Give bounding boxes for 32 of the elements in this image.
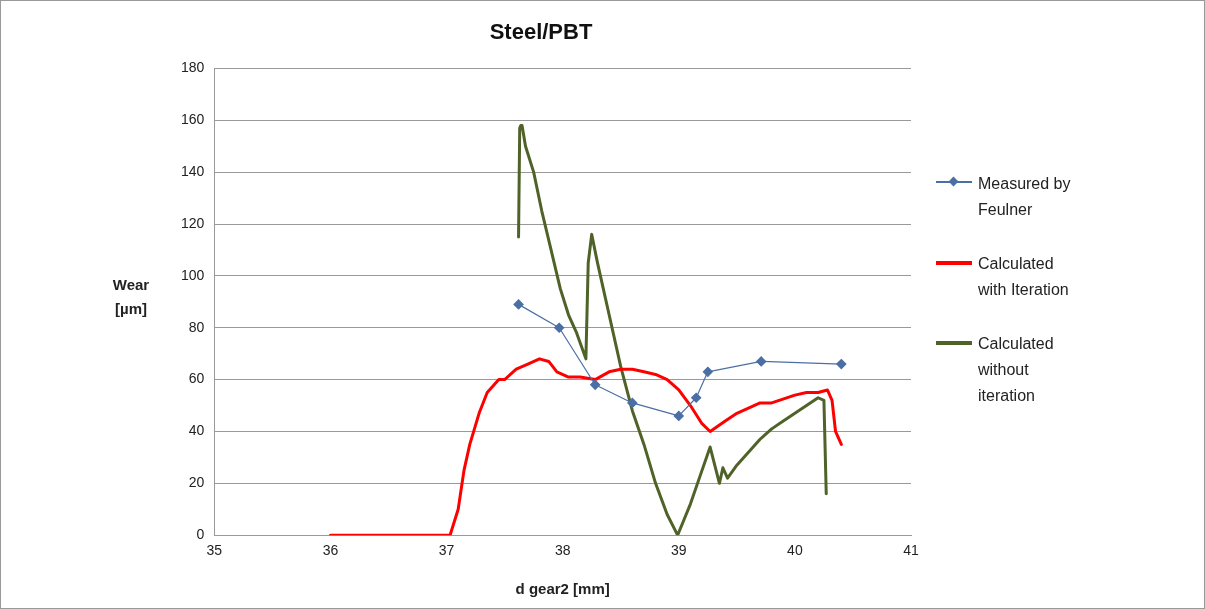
x-tick-label: 40 bbox=[787, 542, 803, 559]
y-tick-label: 20 bbox=[188, 474, 205, 491]
point bbox=[702, 366, 713, 377]
x-tick-label: 39 bbox=[671, 542, 687, 559]
legend-label: Calculated without iteration bbox=[978, 334, 1055, 406]
y-tick-label: 160 bbox=[181, 111, 205, 128]
y-tick-label: 140 bbox=[181, 162, 205, 179]
y-tick-label: 40 bbox=[188, 422, 205, 439]
chart-title: Steel/PBT bbox=[489, 19, 593, 45]
point bbox=[673, 410, 684, 422]
x-axis-title: d gear2 [mm] bbox=[515, 580, 610, 598]
point bbox=[554, 322, 565, 333]
legend-label: Measured by Feulner bbox=[978, 174, 1072, 220]
x-tick-label: 38 bbox=[554, 542, 571, 559]
y-axis-title: Wear [µm] bbox=[111, 275, 151, 319]
legend-label: Calculated with Iteration bbox=[978, 254, 1070, 300]
x-tick-label: 41 bbox=[903, 542, 919, 559]
y-tick-label: 120 bbox=[181, 214, 205, 231]
point bbox=[691, 392, 702, 403]
y-tick-label: 100 bbox=[181, 266, 205, 283]
point bbox=[513, 299, 524, 310]
y-tick-label: 80 bbox=[188, 318, 205, 335]
y-tick-label: 0 bbox=[196, 526, 205, 543]
y-tick-label: 180 bbox=[181, 59, 205, 76]
point bbox=[836, 358, 847, 370]
point bbox=[590, 379, 601, 390]
x-tick-label: 37 bbox=[438, 542, 455, 559]
y-tick-label: 60 bbox=[188, 370, 205, 387]
x-tick-label: 35 bbox=[206, 542, 223, 559]
point bbox=[756, 356, 767, 367]
x-tick-label: 36 bbox=[322, 542, 339, 559]
point bbox=[627, 397, 638, 409]
